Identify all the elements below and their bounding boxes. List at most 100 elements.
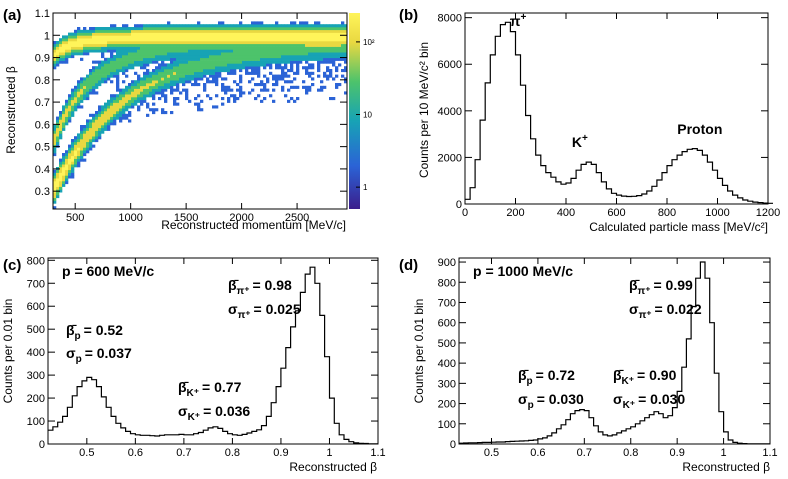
heatmap-cell <box>251 88 255 92</box>
heatmap-cell <box>236 88 240 92</box>
heatmap-cell <box>245 24 249 28</box>
heatmap-cell <box>158 35 162 39</box>
heatmap-cell <box>206 49 210 53</box>
heatmap-cell <box>53 46 57 50</box>
heatmap-cell <box>143 94 147 98</box>
heatmap-cell <box>62 169 66 173</box>
heatmap-cell <box>185 24 189 28</box>
heatmap-cell <box>218 66 222 70</box>
heatmap-cell <box>254 52 258 56</box>
heatmap-cell <box>200 63 204 67</box>
heatmap-cell <box>170 41 174 45</box>
heatmap-cell <box>230 55 234 59</box>
heatmap-cell <box>314 52 318 56</box>
heatmap-cell <box>143 49 147 53</box>
heatmap-cell <box>173 63 177 67</box>
heatmap-cell <box>332 57 336 61</box>
heatmap-cell <box>332 63 336 67</box>
heatmap-cell <box>290 24 294 28</box>
heatmap-cell <box>80 88 84 92</box>
heatmap-cell <box>224 24 228 28</box>
heatmap-cell <box>224 85 228 89</box>
heatmap-cell <box>308 35 312 39</box>
heatmap-cell <box>134 24 138 28</box>
heatmap-cell <box>110 38 114 42</box>
heatmap-cell <box>53 130 57 134</box>
heatmap-cell <box>344 43 347 47</box>
heatmap-cell <box>218 46 222 50</box>
heatmap-cell <box>134 43 138 47</box>
heatmap-cell <box>116 66 120 70</box>
heatmap-cell <box>65 41 69 45</box>
heatmap-cell <box>194 52 198 56</box>
heatmap-cell <box>140 91 144 95</box>
heatmap-cell <box>290 49 294 53</box>
heatmap-cell <box>167 74 171 78</box>
heatmap-cell <box>92 66 96 70</box>
heatmap-cell <box>182 55 186 59</box>
heatmap-cell <box>56 139 60 143</box>
heatmap-cell <box>125 105 129 109</box>
heatmap-cell <box>95 38 99 42</box>
heatmap-cell <box>86 29 90 33</box>
heatmap-cell <box>68 116 72 120</box>
stat-symbol: β̄ <box>518 367 530 383</box>
heatmap-cell <box>143 77 147 81</box>
heatmap-cell <box>119 94 123 98</box>
heatmap-cell <box>128 57 132 61</box>
heatmap-cell <box>131 83 135 87</box>
heatmap-cell <box>62 181 66 185</box>
heatmap-cell <box>287 99 291 103</box>
heatmap-cell <box>260 43 264 47</box>
heatmap-cell <box>113 57 117 61</box>
y-tick-label: 500 <box>438 338 456 350</box>
heatmap-cell <box>62 183 66 187</box>
y-tick-label: 600 <box>438 318 456 330</box>
heatmap-cell <box>80 52 84 56</box>
heatmap-cell <box>221 69 225 73</box>
heatmap-cell <box>197 35 201 39</box>
heatmap-cell <box>107 127 111 131</box>
heatmap-cell <box>116 71 120 75</box>
heatmap-cell <box>212 69 216 73</box>
heatmap-cell <box>296 71 300 75</box>
stat-annotation: β̄π⁺ = 0.98 <box>228 277 292 297</box>
heatmap-cell <box>134 49 138 53</box>
heatmap-cell <box>59 49 63 53</box>
heatmap-cell <box>65 181 69 185</box>
heatmap-cell <box>239 63 243 67</box>
heatmap-cell <box>188 49 192 53</box>
heatmap-cell <box>65 169 69 173</box>
heatmap-cell <box>128 97 132 101</box>
heatmap-cell <box>65 113 69 117</box>
heatmap-cell <box>233 43 237 47</box>
heatmap-cell <box>302 52 306 56</box>
heatmap-cell <box>215 29 219 33</box>
y-tick-label: 8000 <box>438 13 462 25</box>
heatmap-cell <box>104 102 108 106</box>
heatmap-cell <box>308 71 312 75</box>
heatmap-cell <box>176 32 180 36</box>
heatmap-cell <box>92 60 96 64</box>
heatmap-cell <box>140 94 144 98</box>
heatmap-cell <box>341 74 345 78</box>
heatmap-cell <box>263 52 267 56</box>
heatmap-cell <box>335 32 339 36</box>
heatmap-cell <box>107 108 111 112</box>
heatmap-cell <box>161 43 165 47</box>
heatmap-cell <box>104 63 108 67</box>
heatmap-cell <box>197 66 201 70</box>
heatmap-cell <box>161 49 165 53</box>
heatmap-cell <box>167 77 171 81</box>
heatmap-cell <box>167 71 171 75</box>
heatmap-cell <box>206 66 210 70</box>
heatmap-cell <box>302 24 306 28</box>
heatmap-cell <box>77 155 81 159</box>
heatmap-cell <box>74 91 78 95</box>
heatmap-cell <box>56 116 60 120</box>
heatmap-cell <box>116 27 120 31</box>
heatmap-cell <box>134 94 138 98</box>
x-tick-label: 200 <box>506 207 524 219</box>
heatmap-cell <box>155 80 159 84</box>
heatmap-cell <box>287 69 291 73</box>
